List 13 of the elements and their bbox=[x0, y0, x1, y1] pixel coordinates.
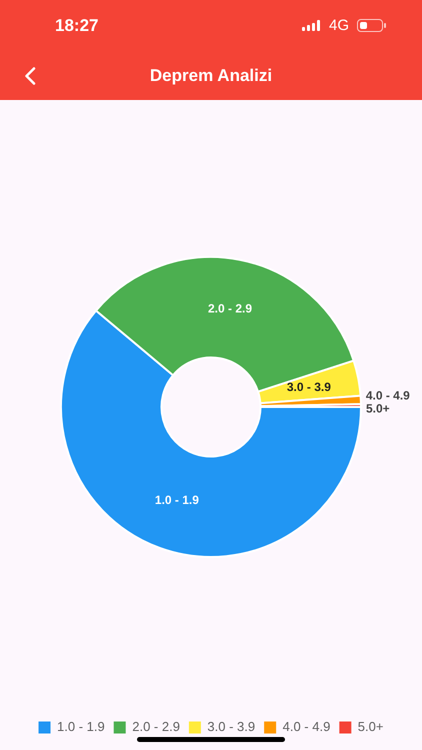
slice-label: 5.0+ bbox=[366, 401, 390, 416]
text: 18:27 bbox=[55, 16, 98, 36]
legend-label: 2.0 - 2.9 bbox=[132, 719, 180, 734]
slice-label: 3.0 - 3.9 bbox=[286, 380, 332, 394]
legend-label: 4.0 - 4.9 bbox=[282, 719, 330, 734]
slice-label: 2.0 - 2.9 bbox=[208, 301, 252, 316]
slice-label: 1.0 - 1.9 bbox=[154, 493, 200, 508]
legend-label: 5.0+ bbox=[358, 719, 384, 734]
chart-title: Deprem Analizi bbox=[148, 66, 274, 86]
slice-label: 4.0 - 4.9 bbox=[366, 388, 410, 402]
legend-label: 3.0 - 3.9 bbox=[207, 719, 256, 734]
legend-label: 1.0 - 1.9 bbox=[57, 719, 105, 734]
text: 4G bbox=[329, 17, 350, 34]
